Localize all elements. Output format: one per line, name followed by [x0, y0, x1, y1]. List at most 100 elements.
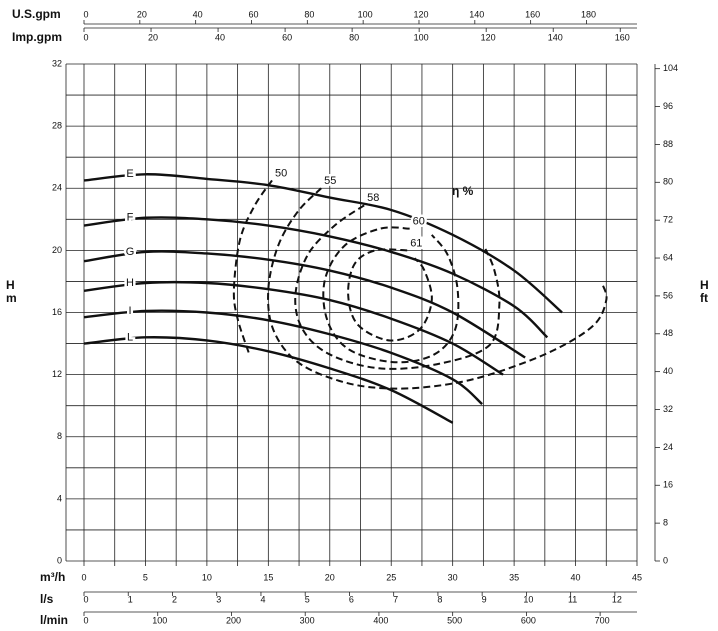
- curve-label: 50: [275, 167, 287, 179]
- y2-tick-label: 32: [663, 404, 673, 414]
- axis-label: l/min: [40, 613, 68, 627]
- efficiency-curve: [232, 179, 273, 357]
- y2-tick-label: 72: [663, 215, 673, 225]
- x-tick-label: 5: [143, 572, 148, 582]
- axis-tick-label: 7: [393, 594, 398, 604]
- axis-tick-label: 40: [215, 32, 225, 42]
- axis-tick-label: 0: [83, 594, 88, 604]
- y-tick-label: 4: [57, 493, 62, 503]
- x-tick-label: 35: [509, 572, 519, 582]
- axis-tick-label: 100: [152, 615, 167, 625]
- axis-tick-label: 140: [469, 9, 484, 19]
- curve-label: F: [127, 212, 134, 224]
- axis-tick-label: 0: [83, 615, 88, 625]
- y2-tick-label: 56: [663, 290, 673, 300]
- y2-tick-label: 24: [663, 442, 673, 452]
- curve-label: H: [126, 277, 134, 289]
- axis-tick-label: 6: [349, 594, 354, 604]
- efficiency-curve: [347, 248, 433, 342]
- curve-label: 58: [367, 192, 379, 204]
- axis-tick-label: 80: [304, 9, 314, 19]
- head-curve: [83, 250, 526, 359]
- curve-label: E: [126, 168, 133, 180]
- head-curve: [83, 280, 504, 376]
- axis-tick-label: 100: [358, 9, 373, 19]
- axis-tick-label: 5: [305, 594, 310, 604]
- head-curve: [83, 216, 549, 339]
- x-axis-label: m³/h: [40, 570, 65, 584]
- y2-tick-label: 8: [663, 518, 668, 528]
- head-curve: [83, 173, 563, 314]
- axis-tick-label: 120: [413, 9, 428, 19]
- axis-tick-label: 160: [615, 32, 630, 42]
- curve-label: G: [126, 246, 135, 258]
- x-tick-label: 30: [448, 572, 458, 582]
- x-tick-label: 25: [386, 572, 396, 582]
- curve-label: 61: [410, 237, 422, 249]
- efficiency-curve: [267, 187, 608, 390]
- axis-tick-label: 3: [216, 594, 221, 604]
- axis-tick-label: 9: [482, 594, 487, 604]
- axis-label: Imp.gpm: [12, 30, 62, 44]
- axis-tick-label: 4: [260, 594, 265, 604]
- y-tick-label: 28: [52, 121, 62, 131]
- y2-tick-label: 104: [663, 63, 678, 73]
- efficiency-curve: [294, 204, 501, 370]
- x-tick-label: 20: [325, 572, 335, 582]
- axis-tick-label: 8: [437, 594, 442, 604]
- head-curve: [83, 309, 483, 406]
- axis-tick-label: 100: [414, 32, 429, 42]
- y2-tick-label: 48: [663, 328, 673, 338]
- y2-tick-label: 64: [663, 252, 673, 262]
- axis-label: l/s: [40, 592, 54, 606]
- axis-tick-label: 11: [568, 594, 577, 604]
- axis-tick-label: 10: [523, 594, 533, 604]
- y2-tick-label: 88: [663, 139, 673, 149]
- y-axis-unit: m: [6, 291, 17, 305]
- curve-label: 60: [413, 216, 425, 228]
- axis-tick-label: 20: [137, 9, 147, 19]
- axis-tick-label: 140: [548, 32, 563, 42]
- y-axis-label: H: [6, 278, 15, 292]
- annotation: η %: [452, 184, 474, 198]
- axis-tick-label: 1: [128, 594, 133, 604]
- y2-tick-label: 40: [663, 366, 673, 376]
- axis-tick-label: 2: [172, 594, 177, 604]
- y2-tick-label: 0: [663, 555, 668, 565]
- axis-tick-label: 120: [481, 32, 496, 42]
- y2-tick-label: 16: [663, 480, 673, 490]
- y2-axis-label: H: [700, 278, 709, 292]
- head-curve: [83, 336, 454, 424]
- axis-tick-label: 160: [525, 9, 540, 19]
- axis-tick-label: 700: [595, 615, 610, 625]
- y-tick-label: 8: [57, 431, 62, 441]
- x-tick-label: 10: [202, 572, 212, 582]
- y-tick-label: 12: [52, 369, 62, 379]
- y2-tick-label: 80: [663, 177, 673, 187]
- axis-tick-label: 0: [83, 32, 88, 42]
- x-tick-label: 15: [263, 572, 273, 582]
- axis-tick-label: 500: [447, 615, 462, 625]
- axis-label: U.S.gpm: [12, 7, 61, 21]
- axis-tick-label: 40: [193, 9, 203, 19]
- axis-tick-label: 60: [282, 32, 292, 42]
- y-tick-label: 24: [52, 183, 62, 193]
- y-tick-label: 0: [57, 555, 62, 565]
- curve-label: 55: [324, 175, 336, 187]
- axis-tick-label: 200: [226, 615, 241, 625]
- y-tick-label: 20: [52, 245, 62, 255]
- axis-tick-label: 180: [581, 9, 596, 19]
- axis-tick-label: 600: [521, 615, 536, 625]
- y2-axis-unit: ft: [700, 291, 708, 305]
- x-tick-label: 0: [81, 572, 86, 582]
- axis-tick-label: 0: [83, 9, 88, 19]
- x-tick-label: 40: [571, 572, 581, 582]
- curve-label: L: [127, 331, 133, 343]
- axis-tick-label: 60: [248, 9, 258, 19]
- efficiency-curve: [322, 226, 460, 364]
- axis-tick-label: 20: [148, 32, 158, 42]
- axis-tick-label: 12: [612, 594, 622, 604]
- y-tick-label: 32: [52, 58, 62, 68]
- axis-tick-label: 80: [349, 32, 359, 42]
